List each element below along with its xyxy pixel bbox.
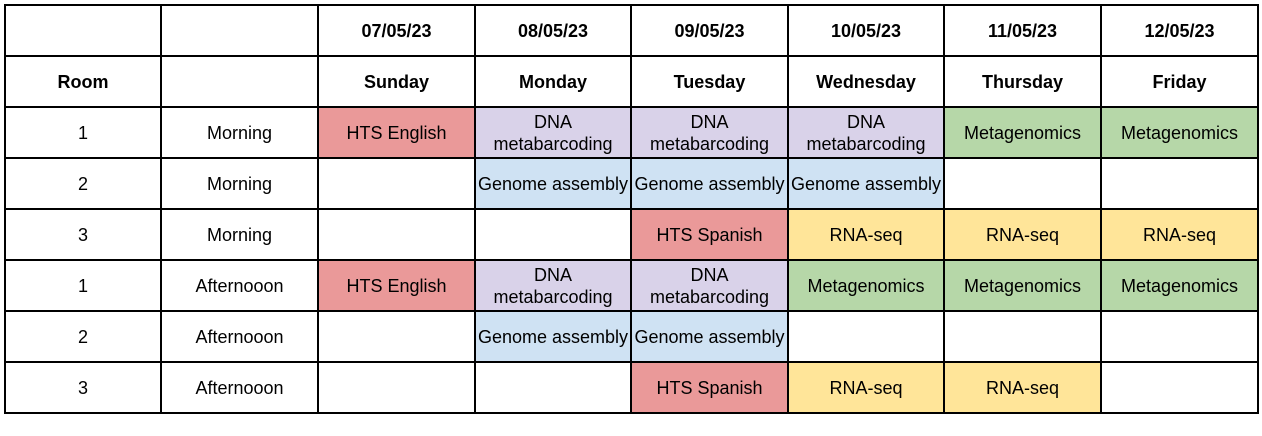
room-number-cell: 1 [4, 106, 162, 159]
date-header-row: 07/05/23 08/05/23 09/05/23 10/05/23 11/0… [4, 4, 1259, 57]
course-label: DNA metabarcoding [649, 264, 770, 307]
session-header-cell [160, 55, 319, 108]
course-cell [1100, 310, 1259, 363]
session-cell: Morning [160, 106, 319, 159]
course-cell [474, 361, 632, 414]
course-cell: Metagenomics [1100, 259, 1259, 312]
session-cell: Morning [160, 157, 319, 210]
course-cell: DNA metabarcoding [630, 259, 789, 312]
course-cell: Genome assembly [787, 157, 945, 210]
room-number-cell: 2 [4, 310, 162, 363]
schedule-table: 07/05/23 08/05/23 09/05/23 10/05/23 11/0… [4, 4, 1259, 414]
course-label: DNA metabarcoding [806, 111, 926, 154]
course-label: DNA metabarcoding [493, 264, 613, 307]
course-label: RNA-seq [829, 377, 903, 398]
course-cell [943, 310, 1102, 363]
course-cell: Genome assembly [474, 157, 632, 210]
course-label: RNA-seq [829, 224, 903, 245]
day-header-cell: Tuesday [630, 55, 789, 108]
course-cell: Genome assembly [630, 157, 789, 210]
course-label: Metagenomics [963, 275, 1082, 296]
room-number-cell: 1 [4, 259, 162, 312]
course-label: Metagenomics [807, 275, 925, 296]
schedule-row: 2 Morning Genome assembly Genome assembly Ge… [4, 157, 1259, 210]
day-header-cell: Friday [1100, 55, 1259, 108]
course-cell: RNA-seq [787, 361, 945, 414]
date-header-cell: 10/05/23 [787, 4, 945, 57]
session-cell: Afternooon [160, 361, 319, 414]
course-cell [317, 208, 476, 261]
course-cell: Genome assembly [474, 310, 632, 363]
course-cell: Metagenomics [943, 259, 1102, 312]
course-cell: Metagenomics [943, 106, 1102, 159]
date-header-cell [4, 4, 162, 57]
room-number-cell: 2 [4, 157, 162, 210]
course-label: Genome assembly [634, 173, 785, 194]
day-header-cell: Monday [474, 55, 632, 108]
day-header-cell: Sunday [317, 55, 476, 108]
room-number-cell: 3 [4, 361, 162, 414]
course-cell: Metagenomics [1100, 106, 1259, 159]
schedule-row: 1 Morning HTS English DNA metabarcoding DNA … [4, 106, 1259, 159]
date-header-cell: 07/05/23 [317, 4, 476, 57]
course-label: DNA metabarcoding [649, 111, 770, 154]
date-header-cell: 09/05/23 [630, 4, 789, 57]
course-label: HTS English [346, 122, 447, 143]
course-label: Metagenomics [963, 122, 1082, 143]
course-cell [1100, 361, 1259, 414]
schedule-row: 3 Morning HTS Spanish RNA-seq RNA-seq RNA-seq [4, 208, 1259, 261]
course-cell: RNA-seq [787, 208, 945, 261]
day-header-cell: Wednesday [787, 55, 945, 108]
session-cell: Afternooon [160, 310, 319, 363]
schedule-row: 3 Afternooon HTS Spanish RNA-seq RNA-seq [4, 361, 1259, 414]
course-label: HTS Spanish [656, 224, 763, 245]
course-cell [317, 310, 476, 363]
course-cell [474, 208, 632, 261]
course-cell: RNA-seq [943, 208, 1102, 261]
course-label: RNA-seq [985, 224, 1060, 245]
course-cell [1100, 157, 1259, 210]
course-cell: HTS English [317, 106, 476, 159]
course-label: Genome assembly [477, 173, 629, 194]
schedule-row: 2 Afternooon Genome assembly Genome assembl… [4, 310, 1259, 363]
course-label: Genome assembly [790, 173, 942, 194]
course-label: Genome assembly [634, 326, 785, 347]
session-cell: Morning [160, 208, 319, 261]
course-cell: DNA metabarcoding [474, 106, 632, 159]
course-label: RNA-seq [1142, 224, 1217, 245]
course-cell: HTS English [317, 259, 476, 312]
date-header-cell: 08/05/23 [474, 4, 632, 57]
course-cell: HTS Spanish [630, 361, 789, 414]
session-cell: Afternooon [160, 259, 319, 312]
course-cell: RNA-seq [1100, 208, 1259, 261]
day-header-cell: Thursday [943, 55, 1102, 108]
course-cell: Metagenomics [787, 259, 945, 312]
room-header-cell: Room [4, 55, 162, 108]
course-cell: RNA-seq [943, 361, 1102, 414]
day-header-row: Room Sunday Monday Tuesday Wednesday Thu… [4, 55, 1259, 108]
course-cell: HTS Spanish [630, 208, 789, 261]
course-label: RNA-seq [985, 377, 1060, 398]
schedule-body: 1 Morning HTS English DNA metabarcoding DNA … [4, 106, 1259, 414]
course-cell [943, 157, 1102, 210]
course-label: HTS English [346, 275, 447, 296]
course-cell: Genome assembly [630, 310, 789, 363]
course-cell [787, 310, 945, 363]
schedule-row: 1 Afternooon HTS English DNA metabarcoding D… [4, 259, 1259, 312]
course-cell: DNA metabarcoding [630, 106, 789, 159]
course-label: Metagenomics [1120, 122, 1239, 143]
course-label: Genome assembly [477, 326, 629, 347]
course-label: HTS Spanish [656, 377, 763, 398]
course-cell [317, 157, 476, 210]
room-number-cell: 3 [4, 208, 162, 261]
course-label: Metagenomics [1120, 275, 1239, 296]
date-header-cell [160, 4, 319, 57]
course-label: DNA metabarcoding [493, 111, 613, 154]
course-cell [317, 361, 476, 414]
date-header-cell: 12/05/23 [1100, 4, 1259, 57]
date-header-cell: 11/05/23 [943, 4, 1102, 57]
course-cell: DNA metabarcoding [474, 259, 632, 312]
course-cell: DNA metabarcoding [787, 106, 945, 159]
